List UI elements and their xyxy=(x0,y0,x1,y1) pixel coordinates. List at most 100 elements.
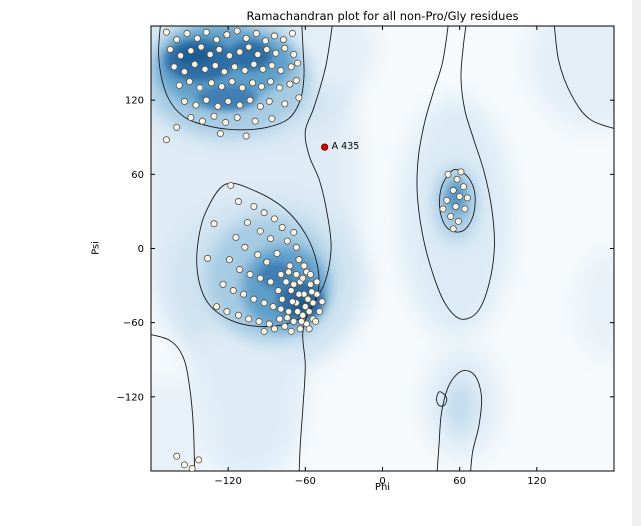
data-point xyxy=(238,84,246,92)
data-point xyxy=(272,49,280,57)
data-point xyxy=(207,79,215,87)
data-point xyxy=(250,202,258,210)
data-point xyxy=(290,228,298,236)
data-point xyxy=(270,215,278,223)
data-point xyxy=(243,219,251,227)
data-point xyxy=(287,287,295,295)
data-point xyxy=(276,315,284,323)
y-tick-label: −120 xyxy=(117,392,144,403)
data-point xyxy=(295,256,303,264)
x-axis-label: Phi xyxy=(374,482,391,493)
data-point xyxy=(304,295,312,303)
data-point xyxy=(222,118,230,126)
contour-line-favored-lower-right xyxy=(436,391,448,407)
data-point xyxy=(188,465,196,471)
data-point xyxy=(241,67,249,75)
chart-title: Ramachandran plot for all non-Pro/Gly re… xyxy=(246,9,519,23)
data-point xyxy=(273,249,281,257)
data-point xyxy=(213,36,221,44)
x-tick-label: −120 xyxy=(214,476,241,487)
data-point xyxy=(206,50,214,58)
data-point xyxy=(318,298,326,306)
data-point xyxy=(279,36,287,44)
density-blob xyxy=(178,45,212,66)
data-point xyxy=(287,327,295,335)
data-point xyxy=(227,181,235,189)
data-point xyxy=(452,202,460,210)
points-layer xyxy=(162,27,471,471)
data-point xyxy=(256,274,264,282)
data-point xyxy=(281,44,289,52)
data-point xyxy=(250,295,258,303)
data-point xyxy=(463,194,471,202)
data-point xyxy=(223,31,231,39)
data-point xyxy=(215,45,223,53)
density-blob xyxy=(228,40,272,71)
data-point xyxy=(295,290,303,298)
data-point xyxy=(292,76,300,84)
data-point xyxy=(245,43,253,51)
data-point xyxy=(196,84,204,92)
data-point xyxy=(299,274,307,282)
data-point xyxy=(443,196,451,204)
data-point xyxy=(231,63,239,71)
data-point xyxy=(269,303,277,311)
data-point xyxy=(180,97,188,105)
data-point xyxy=(290,280,298,288)
data-point xyxy=(250,60,258,68)
y-tick-label: 120 xyxy=(125,96,144,107)
data-point xyxy=(220,68,228,76)
data-point xyxy=(242,132,250,140)
data-point xyxy=(251,117,259,125)
y-tick-label: −60 xyxy=(123,318,144,329)
data-point xyxy=(297,317,305,325)
contour-line-allowed-lower-right xyxy=(436,369,483,471)
data-point xyxy=(267,278,275,286)
data-point xyxy=(175,81,183,89)
data-point xyxy=(260,209,268,217)
data-point xyxy=(261,37,269,45)
data-point xyxy=(294,59,302,67)
data-point xyxy=(256,227,264,235)
density-blob xyxy=(445,380,474,433)
data-point xyxy=(296,325,304,333)
data-point xyxy=(234,311,242,319)
data-point xyxy=(173,123,181,131)
data-point xyxy=(260,327,268,335)
data-point xyxy=(283,237,291,245)
y-tick-label: 0 xyxy=(138,244,144,255)
data-point xyxy=(193,34,201,42)
data-point xyxy=(308,288,316,296)
data-point xyxy=(277,67,285,75)
contour-line-allowed-left-handed-alpha xyxy=(416,26,495,320)
data-point xyxy=(263,258,271,266)
density-blob xyxy=(151,377,208,471)
data-point xyxy=(444,170,452,178)
data-point xyxy=(223,308,231,316)
data-point xyxy=(447,212,455,220)
data-point xyxy=(211,62,219,70)
data-point xyxy=(288,298,296,306)
data-point xyxy=(201,65,209,73)
data-point xyxy=(301,303,309,311)
data-point xyxy=(162,28,170,36)
data-point xyxy=(236,266,244,274)
data-point xyxy=(256,102,264,110)
data-point xyxy=(228,78,236,86)
data-point xyxy=(268,62,276,70)
x-tick-label: −60 xyxy=(295,476,316,487)
density-blob xyxy=(189,310,306,471)
data-point xyxy=(285,308,293,316)
data-point xyxy=(225,52,233,60)
data-point xyxy=(241,243,249,251)
data-point xyxy=(305,308,313,316)
data-point xyxy=(453,175,461,183)
density-blob xyxy=(527,26,614,130)
data-point xyxy=(267,235,275,243)
density-blob xyxy=(575,247,614,361)
data-point xyxy=(277,270,285,278)
data-point xyxy=(229,287,237,295)
data-point xyxy=(439,205,447,213)
data-point xyxy=(254,50,262,58)
